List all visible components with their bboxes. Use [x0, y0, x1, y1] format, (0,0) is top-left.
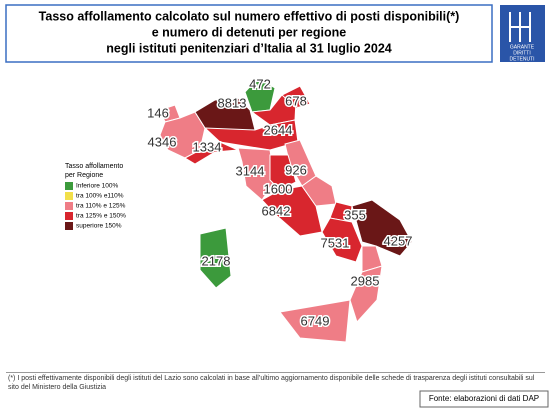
title: negli istituti penitenziari d’Italia al … [106, 41, 392, 55]
legend-label: tra 125% e 150% [76, 213, 126, 220]
footnote: (*) I posti effettivamente disponibili d… [8, 375, 535, 391]
region-value: 678 [285, 93, 307, 108]
region-value: 8813 [218, 95, 247, 110]
region-value: 355 [344, 207, 366, 222]
title-box [5, 4, 493, 63]
region [199, 227, 232, 289]
footnote-box: (*) I posti effettivamente disponibili d… [8, 375, 535, 391]
region [281, 85, 311, 109]
region-value: 472 [249, 76, 271, 91]
logo-text: GARANTE [510, 44, 535, 50]
legend-label: tra 110% e 125% [76, 203, 126, 210]
region-value: 2644 [264, 122, 293, 137]
region-value: 4346 [148, 134, 177, 149]
source: Fonte: elaborazioni di dati DAP [429, 394, 539, 403]
logo [500, 5, 545, 62]
legend-label: superiore 150% [76, 223, 122, 230]
region-value: 1334 [193, 139, 222, 154]
title: e numero di detenuti per regione [152, 25, 347, 39]
region-value: 146 [147, 105, 169, 120]
legend-swatch [65, 182, 73, 190]
region [269, 154, 297, 191]
region-value: 3144 [236, 163, 265, 178]
legend-swatch [65, 212, 73, 220]
region-value: 2178 [202, 253, 231, 268]
legend-swatch [65, 202, 73, 210]
region-value: 6749 [301, 313, 330, 328]
region [203, 119, 299, 151]
legend-swatch [65, 192, 73, 200]
legend-title: per Regione [65, 172, 103, 179]
legend-label: tra 100% e110% [76, 193, 124, 200]
region-value: 7531 [321, 235, 350, 250]
region [301, 175, 337, 207]
logo-text: DIRITTI [513, 50, 531, 56]
region [351, 199, 413, 257]
region [349, 265, 383, 323]
region [183, 141, 239, 165]
legend-swatch [65, 222, 73, 230]
region [261, 185, 323, 237]
region-value: 6842 [262, 203, 291, 218]
separator [6, 372, 545, 373]
region-value: 2985 [351, 273, 380, 288]
legend-title: Tasso affollamento [65, 163, 123, 170]
region-value: 926 [285, 162, 307, 177]
title: Tasso affollamento calcolato sul numero … [39, 9, 460, 23]
source-box [419, 390, 549, 408]
legend-label: Inferiore 100% [76, 183, 118, 190]
logo-mark [509, 12, 531, 42]
region-value: 4257 [384, 233, 413, 248]
region [279, 299, 351, 343]
region [244, 77, 276, 113]
logo-text: DETENUTI [510, 56, 535, 62]
region-value: 1600 [264, 181, 293, 196]
